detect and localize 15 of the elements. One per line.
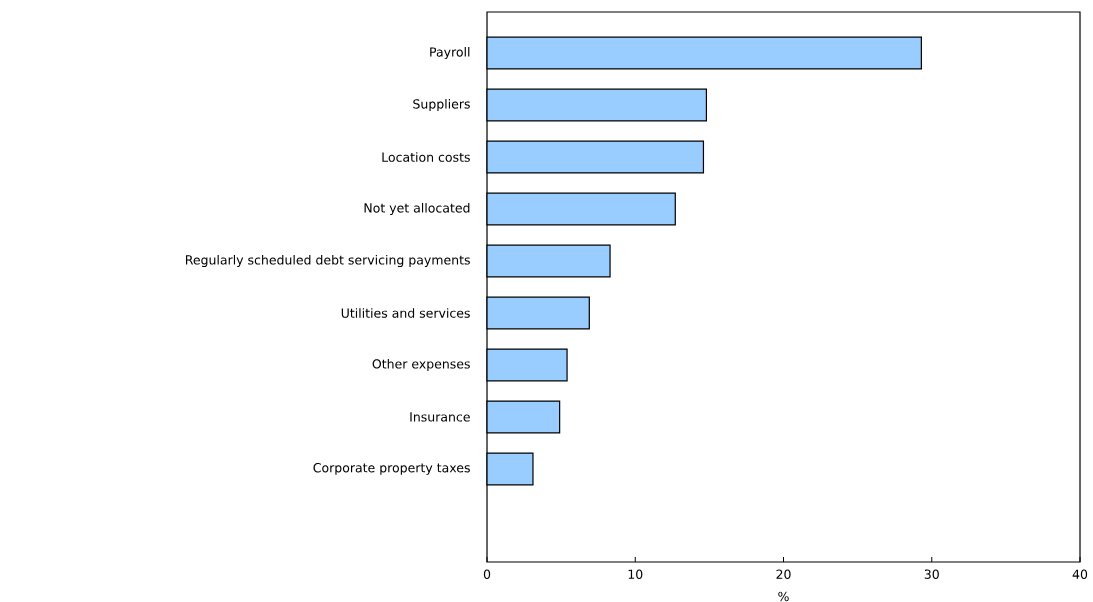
x-tick-label: 0: [483, 569, 491, 579]
y-tick-label: Not yet allocated: [364, 202, 470, 216]
y-tick-label: Location costs: [382, 152, 470, 162]
y-tick-label: Other expenses: [372, 358, 470, 372]
y-tick-label: Suppliers: [413, 98, 470, 112]
x-axis-title: %: [778, 591, 789, 602]
x-tick-label: 30: [924, 569, 939, 579]
y-tick-label: Insurance: [410, 412, 470, 422]
y-tick-label: Payroll: [430, 47, 470, 60]
y-tick-label: Regularly scheduled debt servicing payments: [185, 254, 470, 268]
x-tick-label: 40: [1072, 569, 1088, 579]
y-tick-label: Corporate property taxes: [313, 462, 470, 475]
x-tick-label: 20: [776, 569, 791, 579]
y-tick-label: Utilities and services: [341, 308, 470, 318]
x-tick-label: 10: [628, 569, 643, 579]
